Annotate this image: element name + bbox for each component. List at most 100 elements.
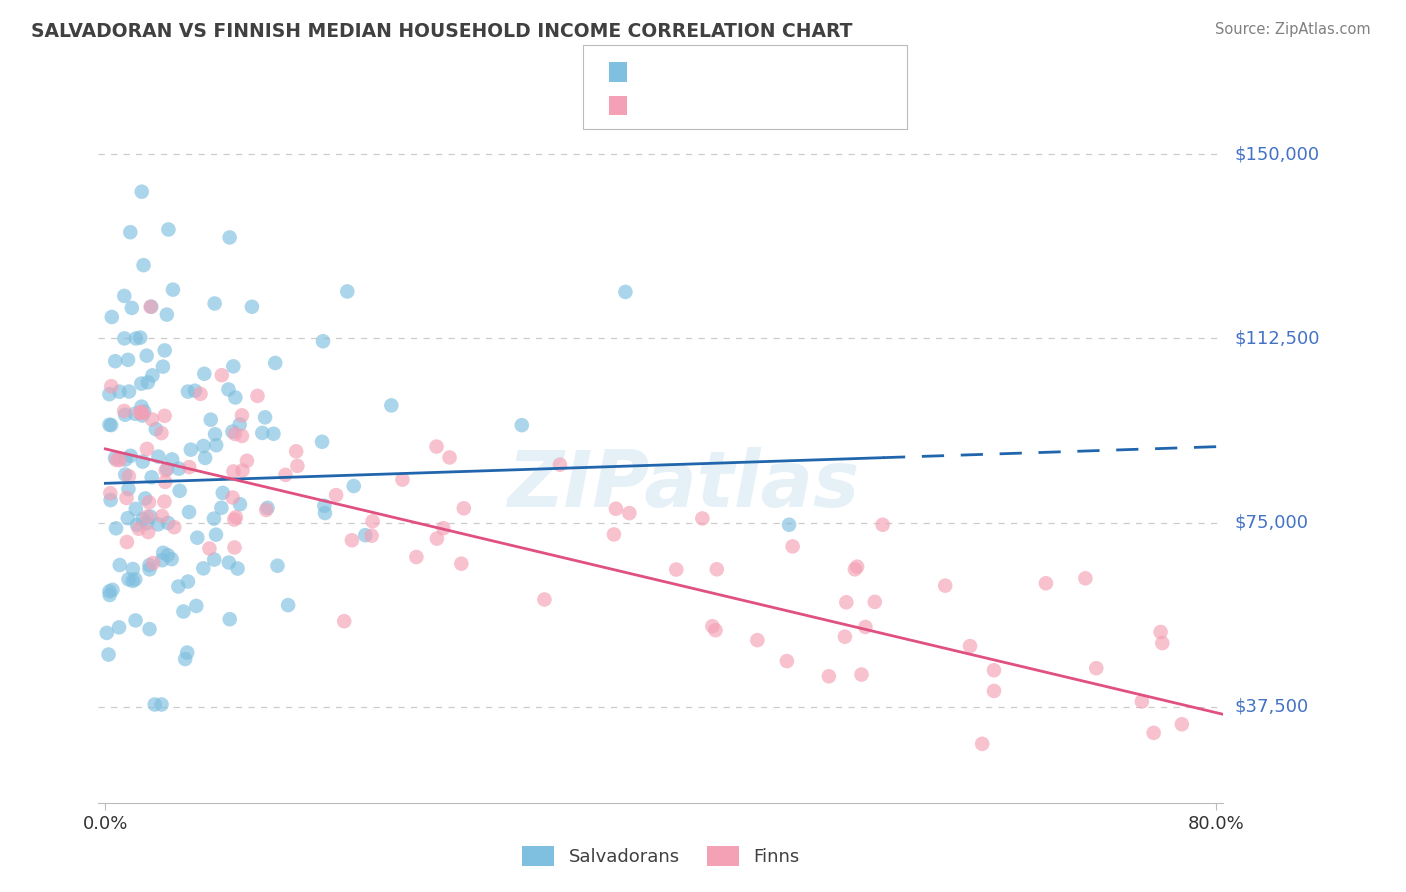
Point [603, 527, 626, 541]
Point [439, 450, 461, 465]
Point [190, 387, 212, 401]
Point [155, 463, 177, 477]
Point [156, 308, 179, 322]
Point [141, 412, 163, 426]
Point [118, 384, 141, 399]
Point [121, 574, 143, 588]
Point [156, 462, 179, 476]
Point [150, 509, 173, 524]
Point [425, 440, 447, 454]
Point [1149, 625, 1171, 640]
Point [152, 546, 174, 560]
Point [150, 553, 173, 567]
Point [127, 517, 149, 532]
Point [148, 450, 170, 464]
Point [160, 452, 183, 467]
Point [665, 562, 688, 576]
Point [778, 517, 800, 532]
Point [232, 463, 254, 477]
Point [98, 387, 121, 401]
Point [179, 460, 201, 475]
Point [121, 301, 143, 315]
Point [172, 605, 194, 619]
Point [354, 528, 377, 542]
Point [186, 531, 208, 545]
Point [128, 522, 150, 536]
Point [138, 622, 160, 636]
Point [129, 405, 152, 419]
Point [104, 354, 127, 368]
Point [141, 368, 163, 383]
Point [167, 461, 190, 475]
Point [224, 426, 246, 441]
Point [360, 529, 382, 543]
Point [846, 559, 869, 574]
Point [226, 561, 249, 575]
Point [426, 532, 449, 546]
Point [343, 479, 366, 493]
Point [131, 409, 153, 423]
Point [150, 426, 173, 441]
Point [204, 427, 226, 442]
Point [314, 506, 336, 520]
Text: ZIPatlas: ZIPatlas [508, 447, 859, 523]
Point [135, 349, 157, 363]
Point [218, 612, 240, 626]
Point [125, 331, 148, 345]
Point [972, 737, 994, 751]
Point [218, 230, 240, 244]
Point [776, 654, 799, 668]
Point [692, 511, 714, 525]
Point [263, 426, 285, 441]
Point [193, 367, 215, 381]
Text: $37,500: $37,500 [1234, 698, 1309, 716]
Point [176, 646, 198, 660]
Point [934, 579, 956, 593]
Point [205, 438, 228, 452]
Point [256, 500, 278, 515]
Point [136, 509, 159, 524]
Point [145, 422, 167, 436]
Point [135, 516, 157, 530]
Point [450, 557, 472, 571]
Point [98, 584, 121, 599]
Point [391, 473, 413, 487]
Point [112, 404, 135, 418]
Point [129, 376, 152, 391]
Point [782, 540, 804, 554]
Point [225, 510, 247, 524]
Point [453, 501, 475, 516]
Point [209, 500, 232, 515]
Point [184, 384, 207, 398]
Point [702, 619, 724, 633]
Point [124, 407, 146, 421]
Point [336, 285, 359, 299]
Point [131, 400, 153, 414]
Point [274, 467, 297, 482]
Point [361, 514, 384, 528]
Point [314, 499, 336, 513]
Point [163, 520, 186, 534]
Point [112, 289, 135, 303]
Point [132, 512, 155, 526]
Point [118, 469, 141, 483]
Point [120, 449, 142, 463]
Point [818, 669, 841, 683]
Point [983, 684, 1005, 698]
Point [872, 517, 894, 532]
Point [340, 533, 363, 548]
Point [202, 511, 225, 525]
Point [194, 450, 217, 465]
Point [231, 429, 253, 443]
Point [115, 491, 138, 505]
Point [98, 588, 121, 602]
Point [105, 521, 128, 535]
Point [959, 639, 981, 653]
Point [221, 425, 243, 439]
Point [277, 598, 299, 612]
Point [138, 558, 160, 573]
Point [124, 572, 146, 586]
Point [169, 483, 191, 498]
Point [1074, 571, 1097, 585]
Point [153, 409, 176, 423]
